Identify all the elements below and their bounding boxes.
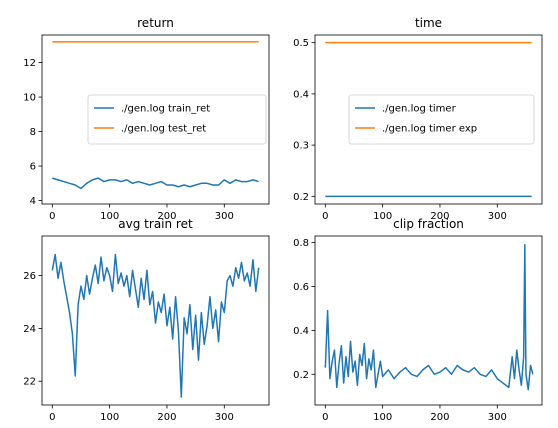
series-line-1	[52, 177, 259, 190]
x-tick-label: 300	[215, 412, 234, 423]
chart-title: return	[137, 16, 174, 30]
y-tick-label: 0.6	[293, 282, 309, 293]
subplot-4: 0 100 200 300 0.2 0.4 0.6 0.8 clip fraction	[293, 217, 543, 423]
legend-label: ./gen.log timer exp	[382, 124, 477, 135]
x-tick-label: 100	[373, 412, 392, 423]
x-tick-label: 300	[215, 211, 234, 222]
legend-label: ./gen.log train_ret	[121, 104, 210, 115]
axes-frame	[314, 34, 543, 205]
axes-frame	[41, 235, 270, 406]
y-tick-label: 0.8	[293, 238, 309, 249]
chart-title: avg train ret	[118, 217, 193, 231]
legend: ./gen.log train_ret ./gen.log test_ret	[87, 94, 267, 145]
legend-label: ./gen.log timer	[382, 104, 457, 115]
legend-box	[87, 94, 267, 145]
series-line-1	[51, 253, 260, 398]
x-tick-label: 200	[430, 412, 449, 423]
x-tick-label: 0	[49, 211, 55, 222]
subplot-3: 0 100 200 300 22 24 26 avg train ret	[23, 217, 270, 423]
legend-box	[348, 94, 535, 145]
x-tick-label: 300	[488, 412, 507, 423]
series-line-1	[324, 244, 534, 391]
chart-title: time	[415, 16, 442, 30]
subplot-1: 0 100 200 300 4 6 8 10 12 return ./gen.log train_r…	[23, 16, 270, 222]
legend-label: ./gen.log test_ret	[121, 124, 206, 135]
y-tick-label: 10	[23, 93, 36, 104]
y-tick-label: 0.2	[293, 370, 309, 381]
x-tick-label: 100	[100, 211, 119, 222]
y-tick-label: 0.2	[293, 192, 309, 203]
legend: ./gen.log timer ./gen.log timer exp	[348, 94, 535, 145]
chart-title: clip fraction	[393, 217, 464, 231]
y-tick-label: 0.3	[293, 141, 309, 152]
x-tick-label: 0	[49, 412, 55, 423]
y-tick-label: 8	[30, 127, 36, 138]
x-tick-label: 100	[100, 412, 119, 423]
x-tick-label: 0	[322, 412, 328, 423]
y-tick-label: 12	[23, 58, 36, 69]
y-tick-label: 0.5	[293, 38, 309, 49]
y-tick-label: 26	[23, 271, 36, 282]
y-tick-label: 0.4	[293, 326, 309, 337]
x-tick-label: 100	[373, 211, 392, 222]
y-tick-label: 6	[30, 162, 36, 173]
y-tick-label: 4	[30, 196, 36, 207]
x-tick-label: 0	[322, 211, 328, 222]
x-tick-label: 200	[157, 412, 176, 423]
subplot-2: 0 100 200 300 0.2 0.3 0.4 0.5 time ./gen.log time…	[293, 16, 543, 222]
x-tick-label: 300	[488, 211, 507, 222]
axes-frame	[314, 235, 543, 406]
y-tick-label: 22	[23, 377, 36, 388]
axes-frame	[41, 34, 270, 205]
y-tick-label: 0.4	[293, 89, 309, 100]
y-tick-label: 24	[23, 324, 36, 335]
x-tick-label: 200	[157, 211, 176, 222]
x-tick-label: 200	[430, 211, 449, 222]
